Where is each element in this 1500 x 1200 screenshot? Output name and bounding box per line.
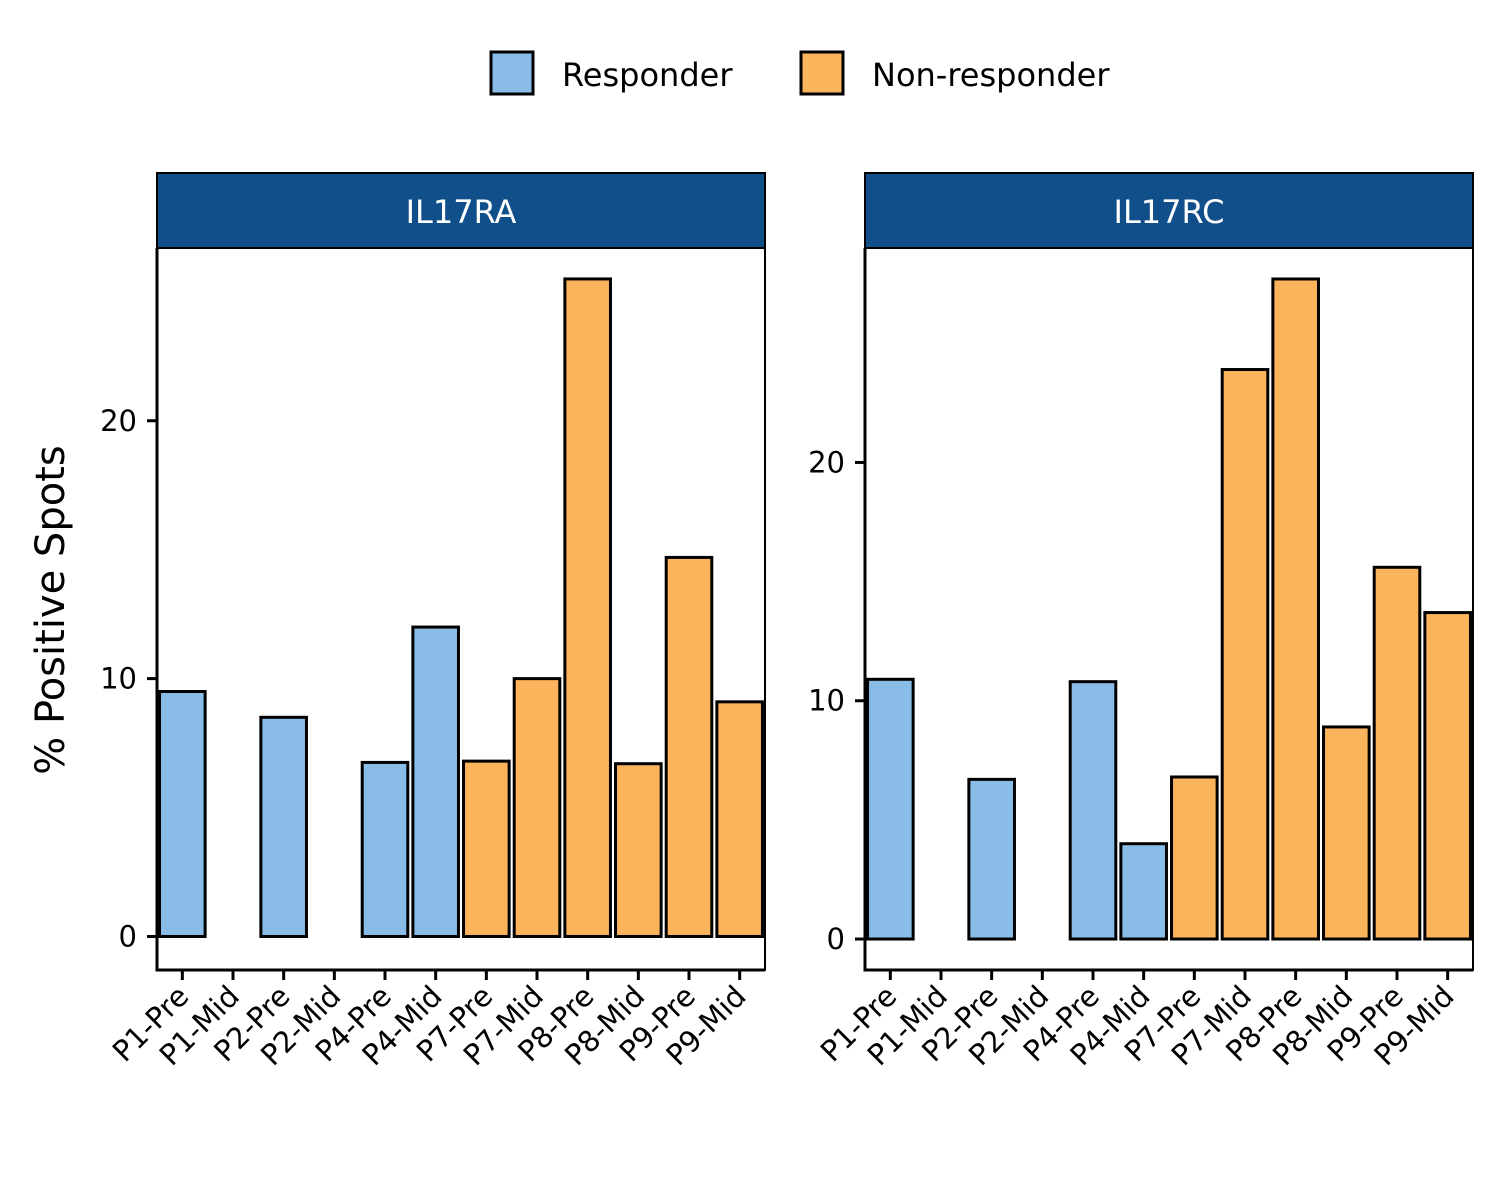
legend-key-non-responder [799,50,845,96]
panel-il17ra: IL17RA01020P1-PreP1-MidP2-PreP2-MidP4-Pr… [100,172,766,1072]
bar-p1-pre [866,677,915,941]
bar-p8-mid [1322,725,1371,941]
bar-p8-mid [614,762,663,938]
facet-title: IL17RA [406,193,517,231]
panels: IL17RA01020P1-PreP1-MidP2-PreP2-MidP4-Pr… [100,172,1474,1072]
y-tick-label: 0 [119,919,137,953]
bar-p8-pre [1271,277,1320,941]
legend-label: Responder [562,56,733,94]
bar-p4-pre [1068,680,1118,941]
bar-p2-pre [259,715,308,938]
facet-title: IL17RC [1114,193,1225,231]
bar-p9-mid [1423,611,1472,941]
legend-label: Non-responder [872,56,1110,94]
bar-p7-mid [512,677,562,938]
bar-p7-pre [462,759,511,938]
y-tick-label: 20 [100,404,137,438]
bar-p1-pre [158,690,207,938]
legend-key-responder [489,50,535,96]
bar-p8-pre [563,277,612,938]
y-tick-label: 0 [827,922,845,956]
bar-p4-pre [360,760,410,938]
facet-strip [864,172,1474,249]
y-tick-label: 10 [808,684,845,718]
y-axis-title: % Positive Spots [28,445,74,774]
y-tick-label: 10 [100,662,137,696]
bar-p4-mid [1119,842,1168,941]
facet-strip [156,172,766,249]
bar-p9-pre [1372,565,1422,941]
panel-il17rc: IL17RC01020P1-PreP1-MidP2-PreP2-MidP4-Pr… [808,172,1474,1072]
bar-p9-pre [664,555,714,938]
bar-p7-pre [1170,775,1219,941]
y-tick-label: 20 [808,445,845,479]
bar-p7-mid [1220,368,1270,941]
bar-p2-pre [967,777,1016,941]
bar-p9-mid [715,700,764,938]
bar-p4-mid [411,625,460,938]
legend: Responder Non-responder [489,50,1110,96]
legend-item-non-responder: Non-responder [799,50,1110,96]
legend-item-responder: Responder [489,50,733,96]
